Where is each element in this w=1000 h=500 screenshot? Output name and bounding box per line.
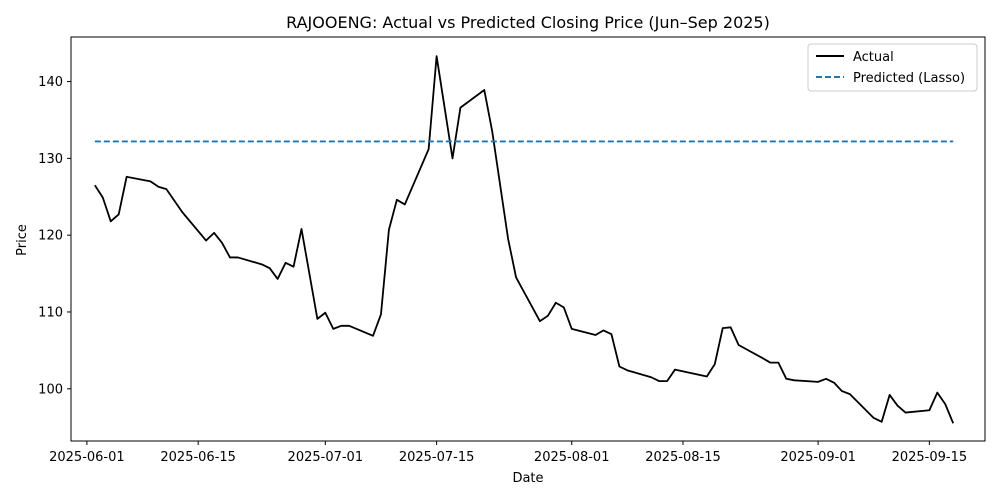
x-tick-label: 2025-09-15 — [892, 450, 968, 465]
legend-label-predicted: Predicted (Lasso) — [853, 71, 965, 86]
plot-area: 2025-06-01 2025-06-15 2025-07-01 2025-07-15… — [38, 36, 986, 465]
y-tick-label: 140 — [38, 75, 63, 90]
legend-box — [807, 43, 978, 92]
series-lines — [94, 55, 955, 424]
plot-frame — [70, 36, 986, 442]
y-tick-label: 120 — [38, 229, 63, 244]
y-axis-label: Price — [15, 224, 30, 256]
x-tick-label: 2025-08-15 — [645, 450, 721, 465]
chart-title: RAJOOENG: Actual vs Predicted Closing Pr… — [286, 13, 770, 32]
x-tick-label: 2025-07-15 — [399, 450, 475, 465]
y-axis: 100 110 120 130 140 — [38, 75, 71, 397]
x-tick-label: 2025-06-15 — [160, 450, 236, 465]
x-tick-label: 2025-07-01 — [288, 450, 364, 465]
series-line-actual — [94, 55, 955, 424]
y-tick-label: 130 — [38, 152, 63, 167]
x-axis-label: Date — [512, 471, 543, 486]
y-tick-label: 110 — [38, 305, 63, 320]
legend-label-actual: Actual — [853, 50, 894, 65]
y-tick-label: 100 — [38, 382, 63, 397]
x-axis: 2025-06-01 2025-06-15 2025-07-01 2025-07-15… — [49, 441, 967, 465]
x-tick-label: 2025-08-01 — [534, 450, 610, 465]
x-tick-label: 2025-09-01 — [780, 450, 856, 465]
x-tick-label: 2025-06-01 — [49, 450, 125, 465]
legend: Actual Predicted (Lasso) — [807, 43, 978, 92]
